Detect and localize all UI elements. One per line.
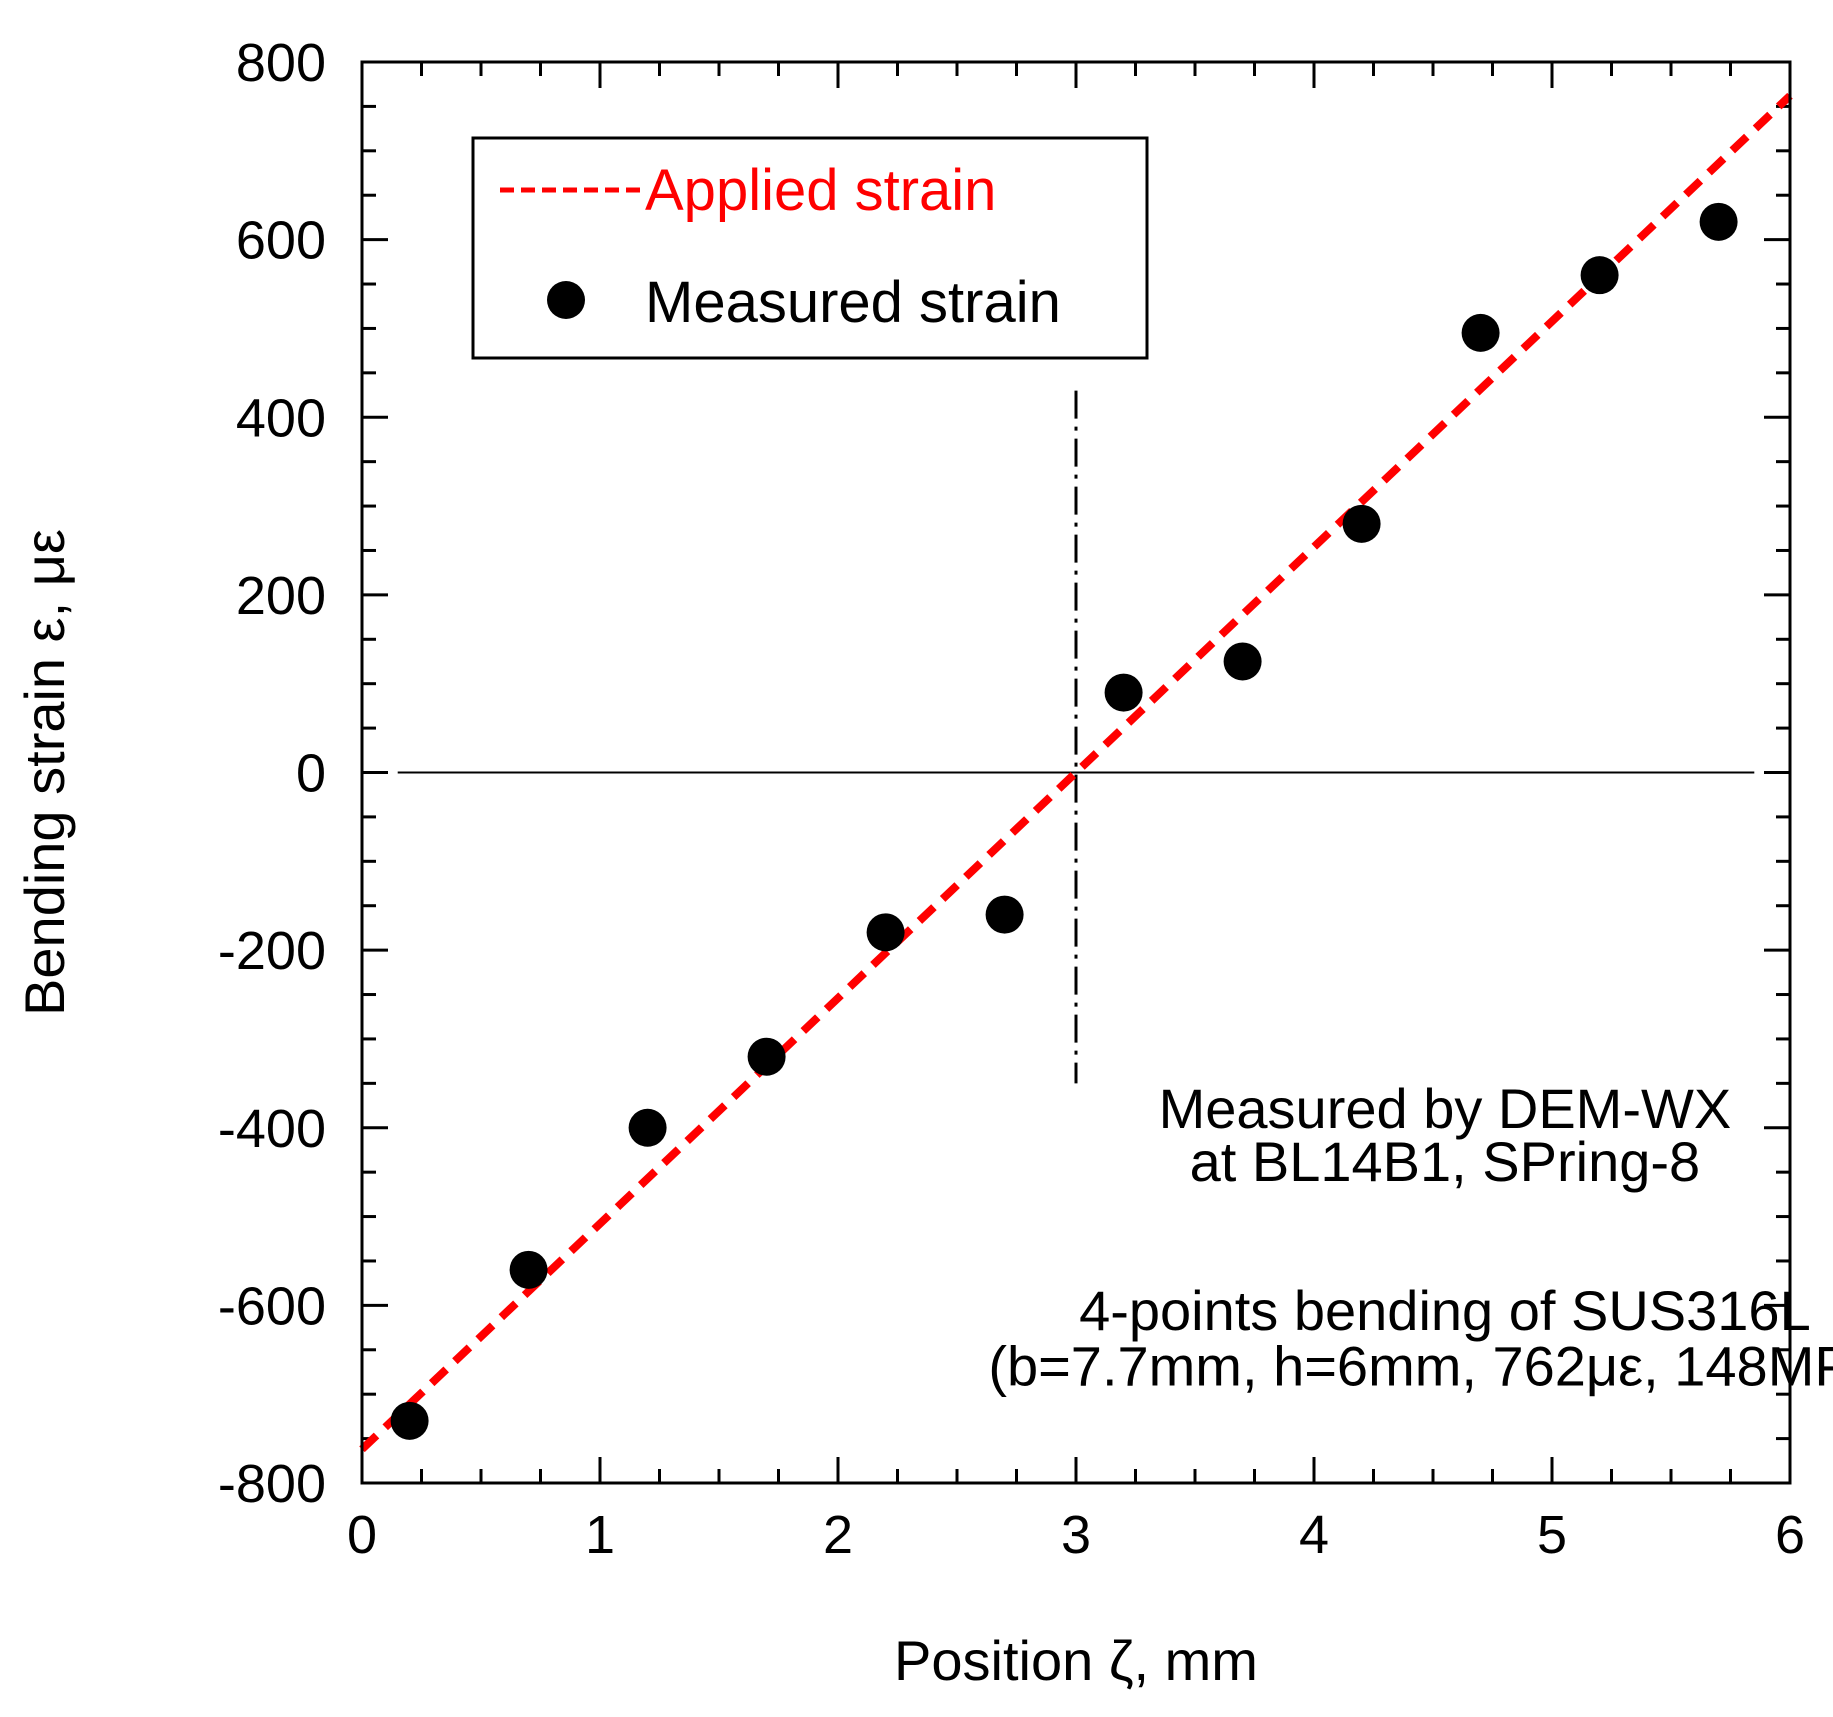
x-tick-label: 2 (823, 1505, 853, 1565)
legend-measured-marker (547, 281, 585, 319)
legend-measured-label: Measured strain (645, 270, 1061, 335)
x-tick-label: 3 (1061, 1505, 1091, 1565)
measured-strain-point (390, 1401, 429, 1440)
legend: Applied strain Measured strain (471, 136, 1149, 360)
x-tick-label: 5 (1537, 1505, 1567, 1565)
reference-lines (397, 390, 1755, 1084)
y-tick-label: -200 (218, 921, 326, 981)
y-tick-label: 200 (236, 566, 326, 626)
measured-strain-point (628, 1108, 667, 1147)
annotation-instrument: Measured by DEM-WX (1159, 1077, 1732, 1140)
measured-strain-point (866, 913, 905, 952)
annotation-params: (b=7.7mm, h=6mm, 762με, 148MPa) (988, 1334, 1833, 1397)
measured-strain-point (1223, 642, 1262, 681)
y-tick-label: -400 (218, 1099, 326, 1159)
measured-strain-point (747, 1037, 786, 1076)
y-tick-label: 400 (236, 388, 326, 448)
annotation-beamline: at BL14B1, SPring-8 (1190, 1130, 1701, 1193)
legend-applied-label: Applied strain (645, 158, 996, 223)
annotations: Measured by DEM-WX at BL14B1, SPring-8 4… (988, 1077, 1833, 1398)
x-tick-label: 4 (1299, 1505, 1329, 1565)
y-axis-title: Bending strain ε, με (13, 529, 76, 1016)
measured-strain-point (985, 895, 1024, 934)
y-tick-label: -800 (218, 1454, 326, 1514)
measured-strain-point (1342, 504, 1381, 543)
measured-strain-point (1104, 673, 1143, 712)
series-layer (359, 92, 1793, 1453)
x-axis-title: Position ζ, mm (894, 1629, 1258, 1692)
measured-strain-point (509, 1250, 548, 1289)
applied-strain-line (359, 92, 1793, 1453)
measured-strain-point (1461, 313, 1500, 352)
y-tick-label: -600 (218, 1276, 326, 1336)
x-axis-tick-labels: 0 1 2 3 4 5 6 (347, 1505, 1805, 1565)
legend-box (471, 136, 1149, 360)
x-tick-label: 0 (347, 1505, 377, 1565)
y-tick-label: 0 (296, 744, 326, 804)
x-tick-label: 6 (1775, 1505, 1805, 1565)
annotation-test: 4-points bending of SUS316L (1079, 1279, 1811, 1342)
x-tick-label: 1 (585, 1505, 615, 1565)
y-axis-tick-labels: -800 -600 -400 -200 0 200 400 600 800 (218, 33, 326, 1514)
measured-strain-point (1699, 202, 1738, 241)
measured-strain-point (1580, 256, 1619, 295)
y-tick-label: 800 (236, 33, 326, 93)
y-tick-label: 600 (236, 211, 326, 271)
plot-frame (360, 60, 1792, 1485)
